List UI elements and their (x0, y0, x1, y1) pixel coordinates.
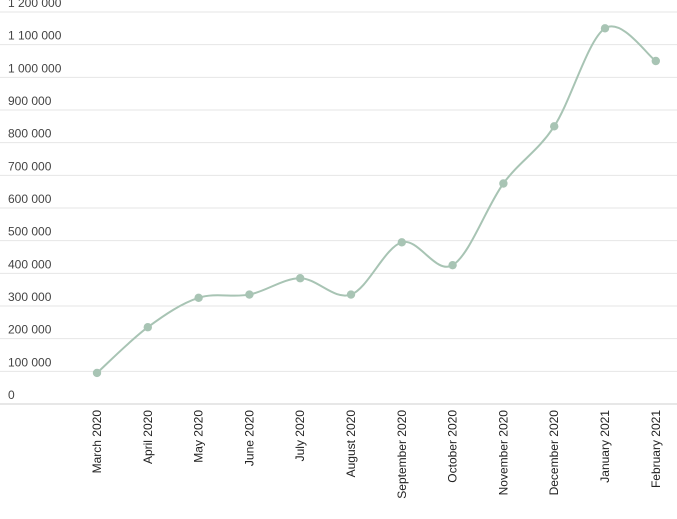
y-tick-label: 1 000 000 (8, 61, 62, 75)
x-tick-label: June 2020 (242, 410, 256, 466)
y-tick-label: 100 000 (8, 355, 52, 369)
grid-lines (0, 11, 677, 405)
data-point (448, 260, 457, 270)
data-point (296, 274, 305, 283)
data-point (600, 24, 610, 33)
x-tick-label: February 2021 (649, 410, 663, 488)
y-tick-label: 200 000 (8, 323, 52, 337)
data-point (550, 122, 559, 131)
y-axis-tick-labels: 0 100 000 200 000 300 000 400 000 500 000 600 … (8, 0, 62, 402)
y-tick-label: 0 (8, 388, 15, 402)
series-line (96, 25, 657, 374)
x-tick-label: August 2020 (344, 410, 358, 478)
data-point (651, 56, 660, 66)
data-point (194, 293, 203, 303)
x-tick-label: November 2020 (496, 410, 510, 496)
y-tick-label: 1 200 000 (8, 0, 62, 10)
data-point (143, 323, 152, 332)
y-tick-label: 900 000 (8, 94, 52, 108)
x-tick-label: December 2020 (547, 410, 561, 496)
y-tick-label: 400 000 (8, 257, 52, 271)
x-tick-label: July 2020 (293, 410, 307, 462)
series-layer (92, 24, 660, 378)
x-tick-label: January 2021 (598, 410, 612, 483)
x-tick-label: September 2020 (395, 410, 409, 499)
data-point (346, 290, 356, 299)
x-tick-label: May 2020 (192, 410, 206, 463)
data-point (397, 238, 406, 247)
data-point (245, 290, 254, 299)
data-point (499, 179, 508, 188)
x-tick-label: October 2020 (446, 410, 460, 483)
y-tick-label: 700 000 (8, 159, 52, 173)
data-point (92, 368, 102, 378)
y-tick-label: 600 000 (8, 192, 52, 206)
x-axis-tick-labels: March 2020 April 2020 May 2020 June 2020 Jul… (90, 410, 663, 499)
x-tick-label: March 2020 (90, 410, 104, 474)
x-tick-label: April 2020 (141, 410, 155, 464)
y-tick-label: 500 000 (8, 225, 52, 239)
y-tick-label: 800 000 (8, 127, 52, 141)
y-tick-label: 300 000 (8, 290, 52, 304)
y-tick-label: 1 100 000 (8, 29, 62, 43)
